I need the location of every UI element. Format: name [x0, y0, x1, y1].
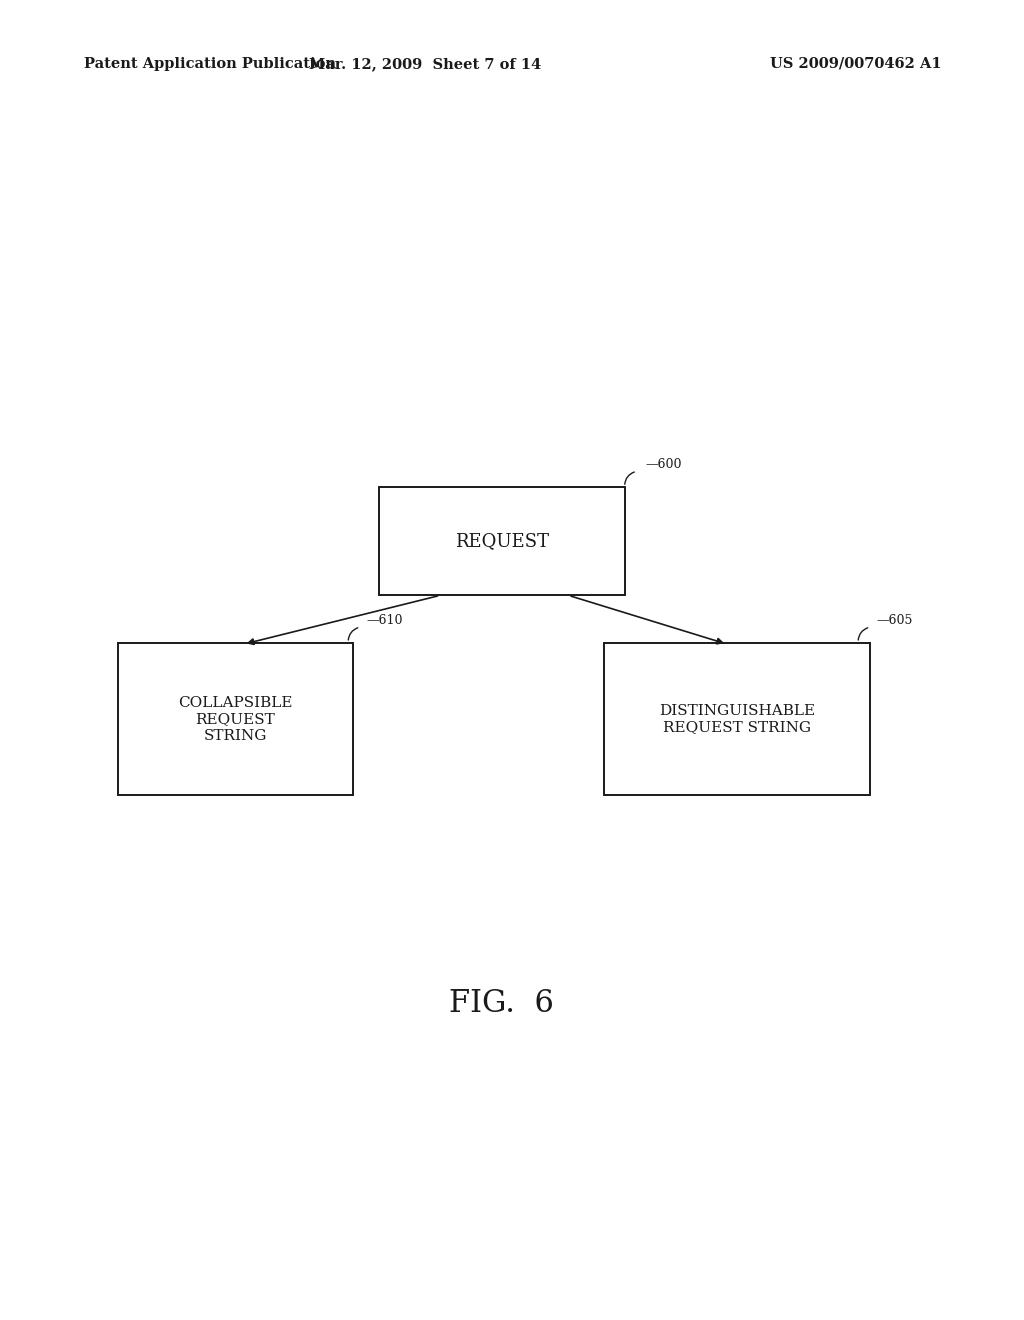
Bar [379, 487, 625, 595]
Text: Mar. 12, 2009  Sheet 7 of 14: Mar. 12, 2009 Sheet 7 of 14 [309, 57, 541, 71]
Bar [604, 643, 870, 795]
Text: —610: —610 [367, 614, 403, 627]
Text: COLLAPSIBLE
REQUEST
STRING: COLLAPSIBLE REQUEST STRING [178, 696, 293, 743]
Bar [118, 643, 353, 795]
Text: Patent Application Publication: Patent Application Publication [84, 57, 336, 71]
Text: —605: —605 [877, 614, 913, 627]
Text: —600: —600 [645, 458, 682, 471]
Text: FIG.  6: FIG. 6 [450, 987, 554, 1019]
Text: DISTINGUISHABLE
REQUEST STRING: DISTINGUISHABLE REQUEST STRING [659, 705, 815, 734]
Text: REQUEST: REQUEST [455, 532, 549, 550]
Text: US 2009/0070462 A1: US 2009/0070462 A1 [770, 57, 942, 71]
